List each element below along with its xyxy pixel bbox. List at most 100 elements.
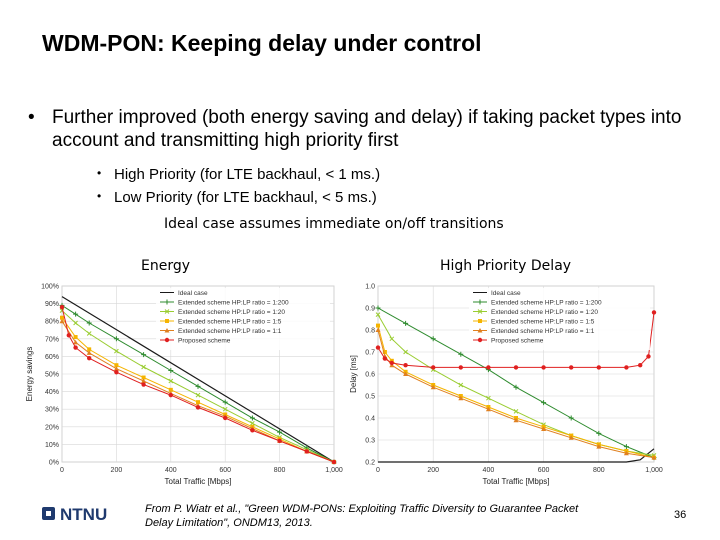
bullet-dot: • bbox=[97, 166, 102, 180]
data-point bbox=[114, 363, 119, 368]
y-tick-label: 0.9 bbox=[365, 306, 375, 313]
legend: Ideal case Extended scheme HP:LP ratio = … bbox=[156, 288, 330, 350]
data-point bbox=[478, 319, 482, 323]
data-point bbox=[73, 311, 79, 317]
data-point bbox=[195, 383, 201, 389]
data-point bbox=[164, 337, 170, 343]
data-point bbox=[513, 365, 519, 370]
legend-entry: Proposed scheme bbox=[178, 338, 231, 345]
page-number: 36 bbox=[674, 509, 687, 521]
legend-box bbox=[469, 288, 650, 350]
data-point bbox=[59, 318, 65, 324]
data-point bbox=[458, 395, 464, 401]
data-point bbox=[141, 378, 147, 384]
data-point bbox=[141, 352, 147, 358]
data-point bbox=[277, 429, 283, 435]
data-point bbox=[59, 304, 65, 310]
legend-entry: Extended scheme HP:LP ratio = 1:5 bbox=[178, 319, 282, 326]
data-point bbox=[623, 450, 629, 456]
data-point bbox=[222, 406, 228, 412]
data-point bbox=[168, 392, 173, 398]
data-point bbox=[477, 309, 483, 314]
series-1 bbox=[378, 448, 655, 463]
data-point bbox=[382, 350, 387, 354]
data-point bbox=[86, 320, 92, 326]
x-tick-label: 1,000 bbox=[325, 467, 343, 474]
series-2 bbox=[59, 302, 337, 465]
x-tick-label: 1,000 bbox=[645, 467, 663, 474]
x-tick-label: 400 bbox=[165, 467, 177, 474]
subbullet-text: Low Priority (for LTE backhaul, < 5 ms.) bbox=[114, 189, 377, 206]
x-tick-label: 800 bbox=[593, 467, 605, 474]
data-point bbox=[541, 426, 547, 431]
legend-entry: Extended scheme HP:LP ratio = 1:5 bbox=[491, 319, 595, 326]
series-line bbox=[61, 296, 335, 463]
data-point bbox=[73, 320, 78, 326]
x-tick-label: 0 bbox=[60, 467, 64, 474]
data-point bbox=[596, 430, 602, 436]
data-point bbox=[458, 351, 464, 357]
data-point bbox=[114, 370, 119, 375]
data-point bbox=[375, 312, 381, 317]
series-line bbox=[61, 304, 335, 463]
y-tick-label: 20% bbox=[45, 424, 59, 431]
data-point bbox=[304, 449, 309, 454]
data-point bbox=[568, 415, 574, 421]
delay-label: High Priority Delay bbox=[440, 258, 572, 274]
data-point bbox=[596, 444, 602, 449]
legend-entry: Extended scheme HP:LP ratio = 1:20 bbox=[491, 309, 598, 316]
legend-entry: Extended scheme HP:LP ratio = 1:200 bbox=[178, 300, 289, 307]
citation: From P. Wiatr et al., "Green WDM-PONs: E… bbox=[145, 503, 579, 529]
data-point bbox=[623, 444, 629, 450]
y-tick-label: 0.6 bbox=[365, 372, 375, 379]
data-point bbox=[195, 405, 201, 410]
data-point bbox=[513, 409, 519, 414]
series-6 bbox=[375, 310, 657, 370]
legend-entry: Ideal case bbox=[491, 290, 521, 297]
data-point bbox=[389, 336, 395, 342]
data-point bbox=[164, 299, 170, 305]
energy-label: Energy bbox=[141, 258, 191, 274]
data-point bbox=[113, 366, 119, 371]
data-point bbox=[568, 435, 574, 440]
data-point bbox=[250, 420, 255, 426]
y-tick-label: 40% bbox=[45, 389, 59, 396]
y-axis-label: Delay [ms] bbox=[349, 355, 358, 393]
data-point bbox=[87, 355, 92, 361]
data-point bbox=[114, 348, 119, 354]
y-tick-label: 0.4 bbox=[365, 416, 375, 423]
y-tick-label: 0.2 bbox=[365, 460, 375, 467]
data-point bbox=[168, 387, 173, 392]
data-point bbox=[485, 406, 491, 412]
legend-entry: Extended scheme HP:LP ratio = 1:20 bbox=[178, 309, 285, 316]
y-tick-label: 100% bbox=[41, 284, 59, 291]
data-point bbox=[477, 299, 483, 305]
data-point bbox=[382, 356, 388, 361]
y-tick-label: 0.3 bbox=[365, 438, 375, 445]
data-point bbox=[477, 337, 483, 343]
ntnu-logo: NTNU bbox=[42, 504, 137, 529]
data-point bbox=[375, 327, 381, 332]
data-point bbox=[541, 365, 546, 370]
data-point bbox=[375, 305, 381, 311]
series-line bbox=[61, 317, 335, 463]
data-point bbox=[86, 350, 92, 355]
data-point bbox=[651, 455, 657, 460]
data-point bbox=[375, 345, 381, 350]
ntnu-logo-text: NTNU bbox=[60, 505, 107, 524]
data-point bbox=[113, 336, 119, 342]
data-point bbox=[168, 367, 174, 373]
data-point bbox=[541, 400, 547, 406]
x-tick-label: 800 bbox=[274, 467, 286, 474]
y-tick-label: 60% bbox=[45, 354, 59, 361]
data-point bbox=[513, 384, 519, 390]
data-point bbox=[165, 319, 169, 323]
data-point bbox=[430, 384, 436, 390]
x-tick-label: 200 bbox=[111, 467, 123, 474]
data-point bbox=[624, 365, 629, 370]
energy-chart: 0% 10% 20% 30% 40% 50% 60% 70% 80% 90% 100% 0 200 400… bbox=[25, 284, 343, 487]
data-point bbox=[164, 328, 170, 333]
data-point bbox=[86, 331, 92, 336]
data-point bbox=[222, 399, 228, 405]
y-tick-label: 10% bbox=[45, 442, 59, 449]
